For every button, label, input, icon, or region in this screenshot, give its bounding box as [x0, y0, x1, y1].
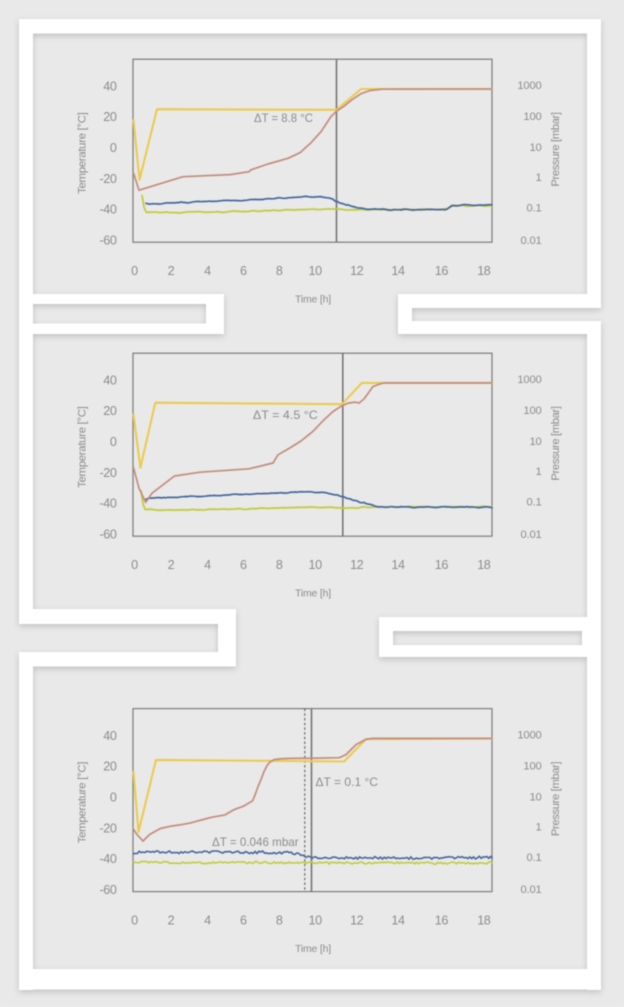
- svg-text:ΔT = 8.8 °C: ΔT = 8.8 °C: [254, 111, 313, 125]
- svg-text:ΔT = 0.046 mbar: ΔT = 0.046 mbar: [212, 835, 299, 849]
- svg-text:ΔT = 0.1 °C: ΔT = 0.1 °C: [316, 775, 379, 789]
- svg-text:ΔT = 4.5 °C: ΔT = 4.5 °C: [253, 408, 318, 422]
